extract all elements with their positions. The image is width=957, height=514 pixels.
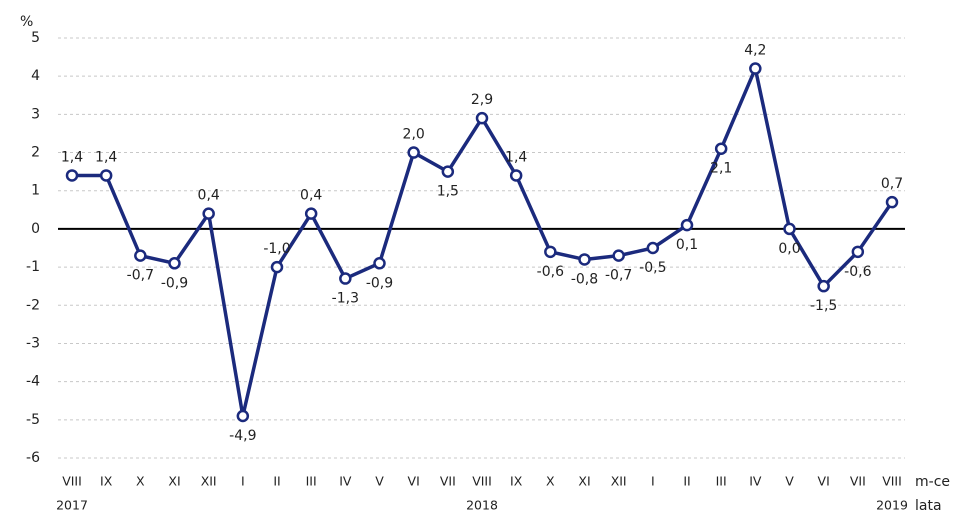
y-tick-label: 5 bbox=[31, 30, 40, 46]
point bbox=[475, 111, 489, 125]
x-unit-year: lata bbox=[915, 498, 942, 514]
x-tick-label: VII bbox=[440, 474, 456, 489]
x-tick-label: IX bbox=[100, 474, 113, 489]
value-label: -0,9 bbox=[366, 275, 393, 291]
y-tick-label: -5 bbox=[26, 412, 40, 428]
x-tick-label: V bbox=[785, 474, 794, 489]
point bbox=[202, 207, 215, 220]
y-tick-label: 0 bbox=[31, 221, 40, 237]
value-label: 4,2 bbox=[744, 43, 766, 59]
value-label: 0,4 bbox=[198, 188, 220, 204]
value-label: -0,7 bbox=[605, 268, 632, 284]
x-tick-label: VI bbox=[818, 474, 830, 489]
point bbox=[578, 253, 591, 266]
value-label: 1,4 bbox=[95, 149, 117, 165]
value-label: 1,4 bbox=[61, 149, 83, 165]
y-tick-label: 4 bbox=[31, 68, 40, 84]
value-label: 0,0 bbox=[778, 241, 800, 257]
x-tick-label: VIII bbox=[882, 474, 902, 489]
point bbox=[99, 169, 113, 182]
point bbox=[304, 207, 318, 220]
year-label: 2018 bbox=[466, 498, 498, 513]
value-label: 2,1 bbox=[710, 161, 732, 177]
x-tick-label: VI bbox=[408, 474, 420, 489]
value-label: -1,5 bbox=[810, 298, 837, 314]
value-label: -0,6 bbox=[844, 264, 871, 280]
x-tick-label: XI bbox=[578, 474, 590, 489]
x-tick-label: XII bbox=[201, 474, 217, 489]
value-label: -0,8 bbox=[571, 271, 598, 287]
point bbox=[407, 146, 420, 159]
value-label: -0,7 bbox=[127, 268, 154, 284]
y-tick-label: -3 bbox=[26, 335, 40, 351]
x-tick-label: II bbox=[683, 474, 690, 489]
value-label: 1,5 bbox=[437, 184, 459, 200]
x-tick-label: II bbox=[273, 474, 280, 489]
y-tick-label: -2 bbox=[26, 297, 40, 313]
value-label: 1,4 bbox=[505, 149, 527, 165]
x-unit-month: m-ce bbox=[915, 474, 950, 490]
point bbox=[509, 169, 523, 182]
point bbox=[544, 245, 557, 259]
y-tick-label: -1 bbox=[26, 259, 40, 275]
value-label: 2,9 bbox=[471, 92, 493, 108]
y-tick-label: -6 bbox=[26, 450, 40, 466]
point bbox=[134, 249, 147, 262]
value-label: -1,0 bbox=[263, 241, 290, 257]
point bbox=[680, 218, 694, 232]
y-tick-label: 3 bbox=[31, 106, 40, 122]
year-label: 2019 bbox=[876, 498, 908, 513]
point bbox=[646, 241, 660, 255]
x-tick-label: I bbox=[241, 474, 245, 489]
x-tick-label: VIII bbox=[472, 474, 492, 489]
x-tick-label: X bbox=[136, 474, 145, 489]
point bbox=[65, 169, 79, 182]
x-tick-label: IV bbox=[749, 474, 762, 489]
x-tick-label: I bbox=[651, 474, 655, 489]
x-tick-label: IX bbox=[510, 474, 523, 489]
x-tick-label: X bbox=[546, 474, 555, 489]
y-unit: % bbox=[20, 14, 33, 30]
point bbox=[817, 279, 830, 293]
value-label: 2,0 bbox=[403, 127, 425, 143]
value-label: -4,9 bbox=[229, 428, 256, 444]
x-tick-label: VII bbox=[850, 474, 866, 489]
x-tick-label: VIII bbox=[62, 474, 82, 489]
x-tick-label: V bbox=[375, 474, 384, 489]
point bbox=[270, 260, 284, 274]
point bbox=[851, 245, 865, 259]
value-label: -0,9 bbox=[161, 275, 188, 291]
point bbox=[441, 165, 455, 178]
point bbox=[885, 195, 899, 209]
value-label: 0,4 bbox=[300, 188, 322, 204]
y-tick-label: 2 bbox=[31, 145, 40, 161]
point bbox=[168, 257, 181, 270]
value-label: -1,3 bbox=[332, 291, 359, 307]
value-label: 0,7 bbox=[881, 176, 903, 192]
x-tick-label: III bbox=[716, 474, 727, 489]
x-tick-label: XI bbox=[168, 474, 180, 489]
x-tick-label: IV bbox=[339, 474, 352, 489]
point bbox=[612, 249, 625, 262]
point bbox=[714, 142, 728, 155]
point bbox=[783, 222, 796, 236]
x-tick-label: XII bbox=[611, 474, 627, 489]
y-tick-label: 1 bbox=[31, 183, 40, 199]
value-label: -0,5 bbox=[639, 260, 666, 276]
point bbox=[339, 272, 352, 285]
value-label: 0,1 bbox=[676, 237, 698, 253]
point bbox=[749, 62, 762, 75]
point bbox=[373, 257, 386, 270]
value-label: -0,6 bbox=[537, 264, 564, 280]
y-tick-label: -4 bbox=[26, 374, 40, 390]
x-tick-label: III bbox=[306, 474, 317, 489]
point bbox=[236, 409, 250, 423]
year-label: 2017 bbox=[56, 498, 88, 513]
